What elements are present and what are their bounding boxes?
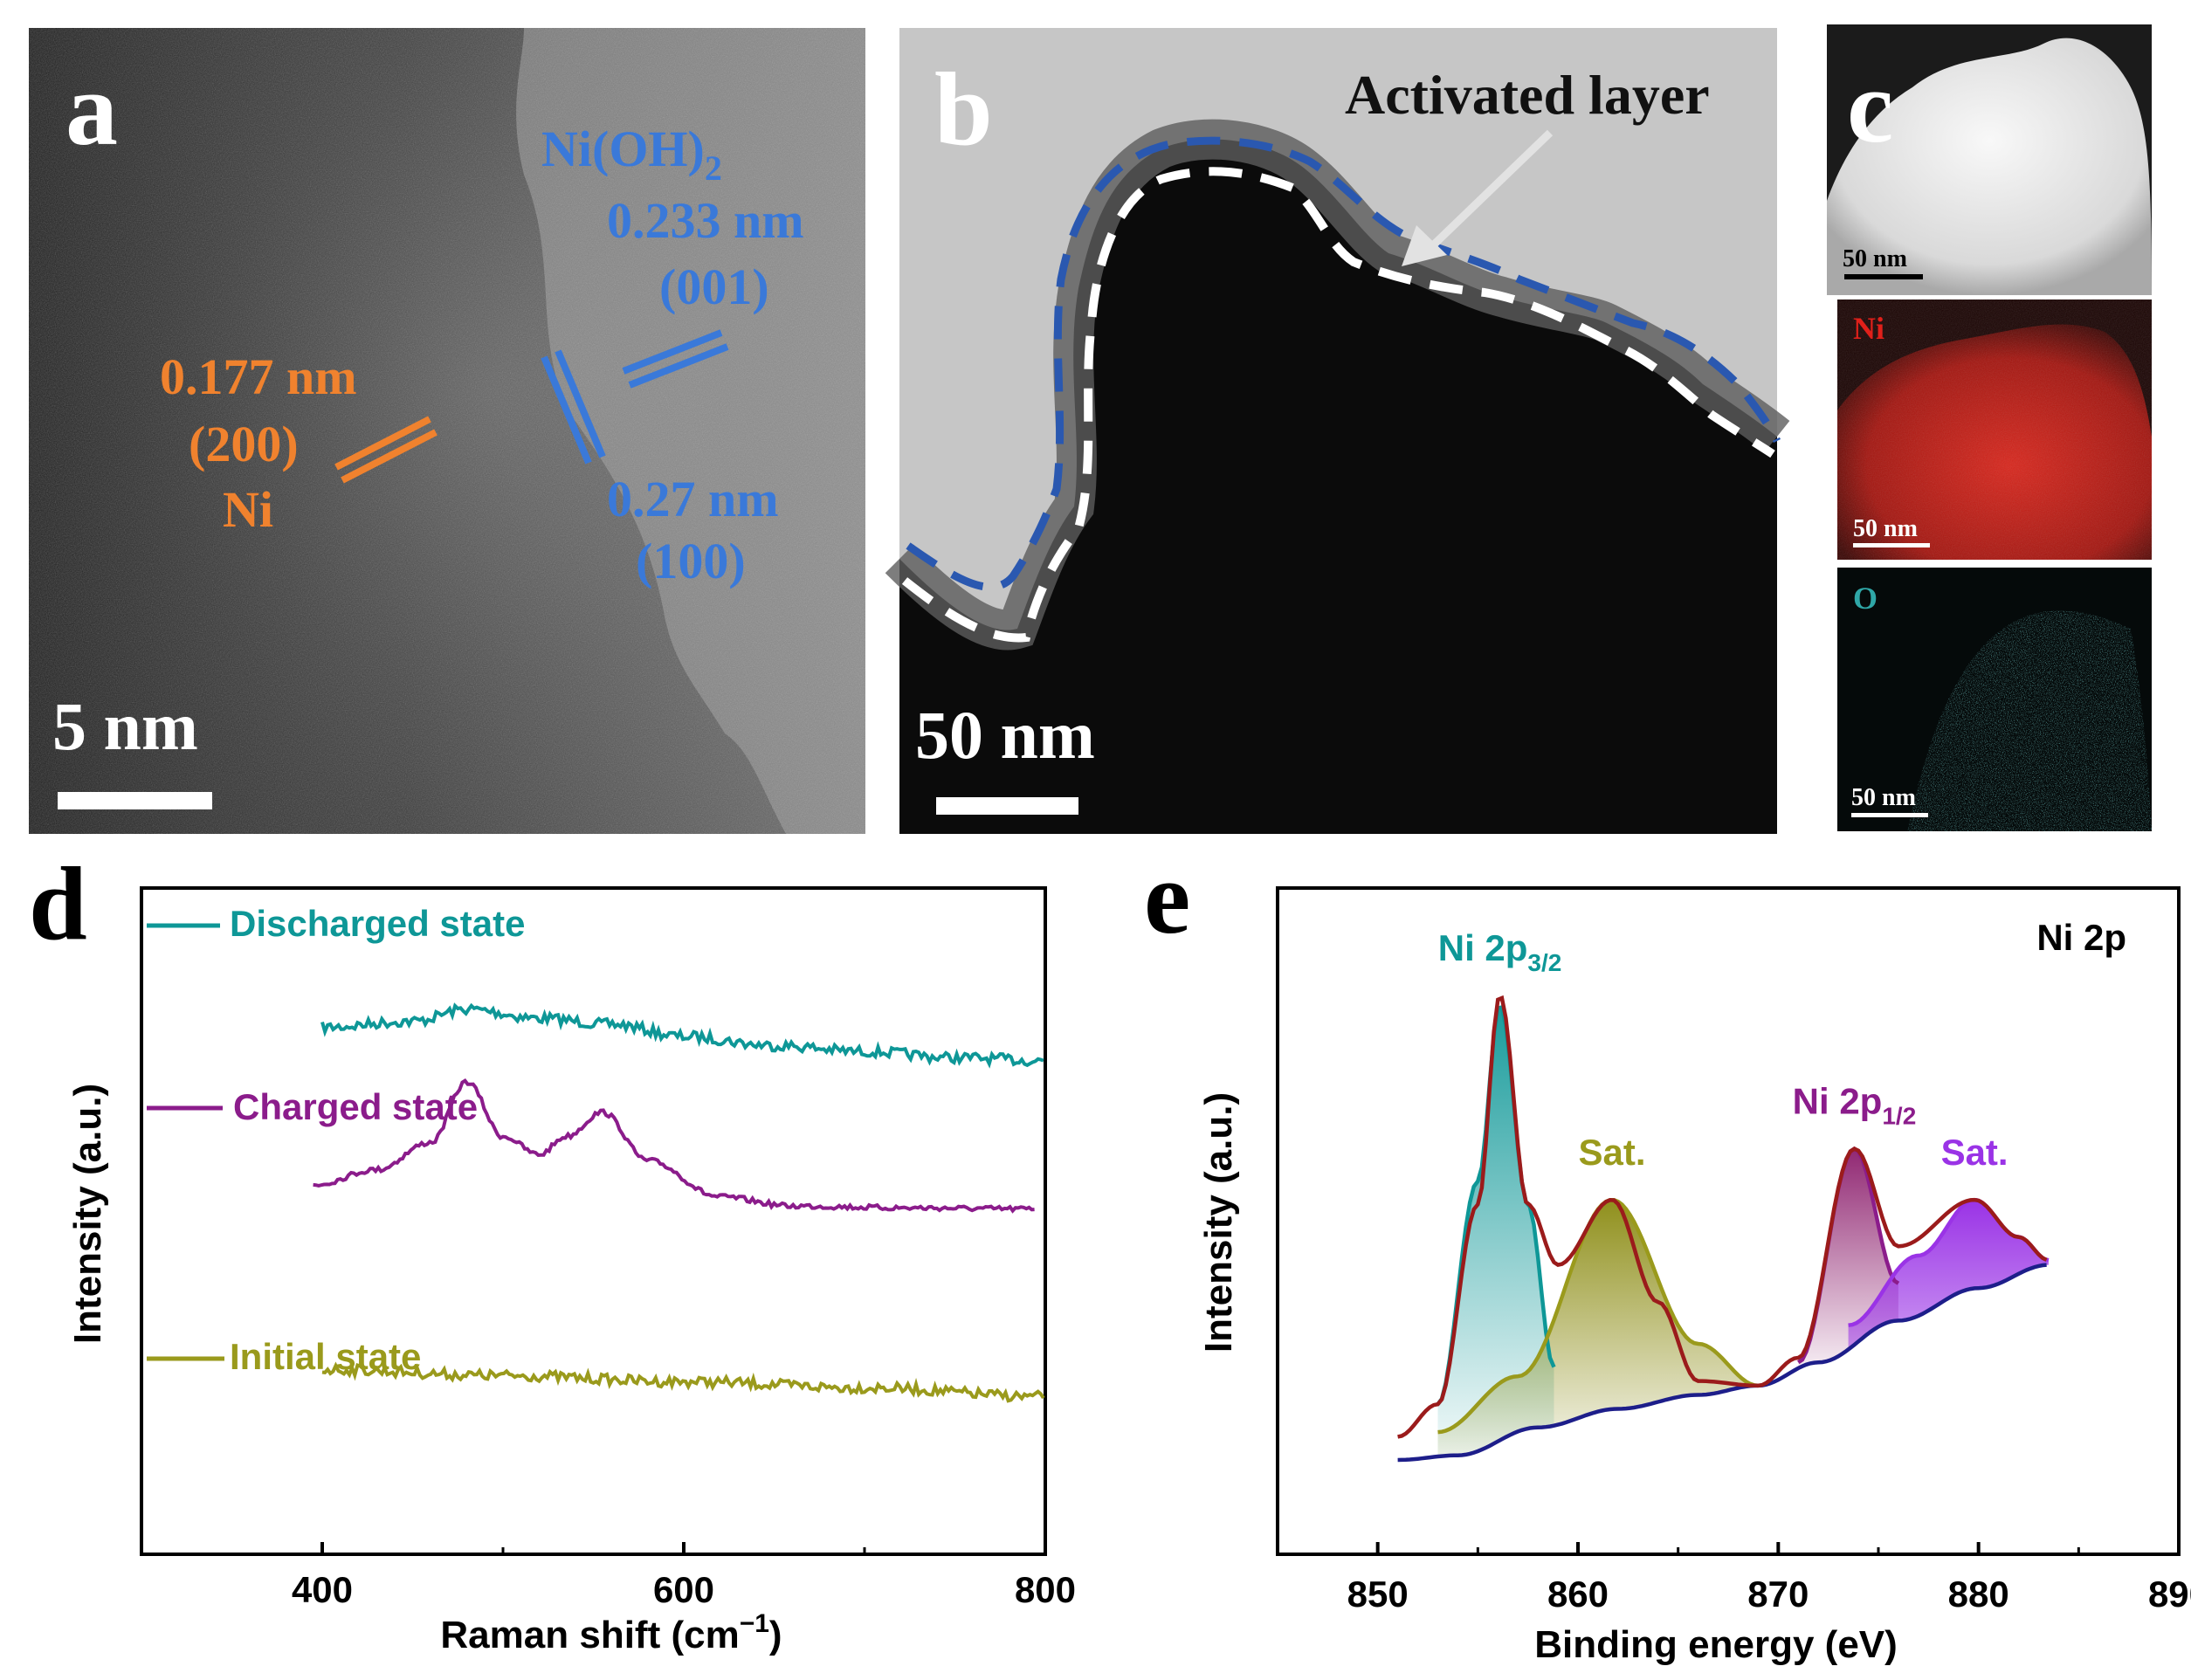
panel-c-label: c bbox=[1847, 48, 1893, 164]
svg-text:Discharged state: Discharged state bbox=[230, 903, 525, 944]
eds-map-o: O 50 nm bbox=[1837, 568, 2152, 831]
legend-discharged: Discharged state bbox=[147, 903, 525, 944]
xps-xtick-label: 860 bbox=[1547, 1573, 1609, 1615]
legend-initial: Initial state bbox=[147, 1336, 421, 1377]
xps-fill-sat2 bbox=[1848, 1200, 2049, 1350]
raman-xtick-label: 800 bbox=[1015, 1569, 1076, 1610]
eds-map-ni: Ni 50 nm bbox=[1837, 300, 2152, 560]
lattice-marker-100 bbox=[541, 349, 606, 465]
activated-layer-outer-boundary bbox=[906, 136, 1781, 591]
panel-a-scale-label: 5 nm bbox=[52, 688, 198, 764]
xps-plot-frame bbox=[1276, 886, 2181, 1556]
xps-fill-sat1 bbox=[1437, 1200, 1759, 1456]
ni-phase-label: Ni bbox=[223, 481, 273, 538]
legend-charged: Charged state bbox=[147, 1086, 478, 1127]
haadf-image: c 50 nm bbox=[1827, 24, 2152, 296]
panel-b: b Activated layer 50 nm bbox=[885, 28, 1790, 834]
xps-ylabel: Intensity (a.u.) bbox=[1197, 1092, 1240, 1353]
activated-layer-arrow bbox=[1402, 129, 1554, 266]
panel-e-label: e bbox=[1144, 839, 1190, 955]
xps-xlabel: Binding energy (eV) bbox=[1534, 1623, 1898, 1666]
xps-xtick-label: 870 bbox=[1747, 1573, 1809, 1615]
panel-b-scale-label: 50 nm bbox=[915, 697, 1095, 773]
raman-ylabel: Intensity (a.u.) bbox=[66, 1084, 109, 1344]
xps-line-envelope bbox=[1397, 995, 2048, 1439]
eds-o-scale-label: 50 nm bbox=[1851, 784, 1916, 811]
raman-xlabel: Raman shift (cm−1) bbox=[440, 1609, 782, 1656]
activated-layer-inner-boundary bbox=[901, 167, 1775, 643]
svg-text:Ni(OH)2: Ni(OH)2 bbox=[541, 120, 722, 188]
panel-d: d 400 600 800 Discharged state Charged sta… bbox=[29, 845, 1076, 1656]
eds-ni-scale-bar bbox=[1853, 543, 1930, 547]
haadf-scale-bar bbox=[1844, 274, 1923, 279]
raman-series-2 bbox=[313, 1078, 1035, 1214]
activated-layer-annotation: Activated layer bbox=[1345, 64, 1710, 126]
panel-b-scale-bar bbox=[936, 797, 1078, 815]
xps-peak-label: Ni 2p3/2 bbox=[1438, 927, 1562, 976]
lattice-marker-200 bbox=[334, 416, 438, 484]
raman-series-1 bbox=[320, 1002, 1044, 1069]
raman-series-3 bbox=[321, 1361, 1045, 1403]
svg-text:Initial state: Initial state bbox=[230, 1336, 421, 1377]
xps-xtick-label: 850 bbox=[1347, 1573, 1409, 1615]
eds-ni-label: Ni bbox=[1853, 311, 1884, 346]
plane-001: (001) bbox=[659, 258, 769, 315]
haadf-scale-label: 50 nm bbox=[1843, 245, 1907, 272]
xps-panel-title: Ni 2p bbox=[2036, 917, 2126, 958]
d-spacing-200: 0.177 nm bbox=[160, 348, 357, 405]
xps-xtick-label: 890 bbox=[2148, 1573, 2191, 1615]
eds-ni-scale-label: 50 nm bbox=[1853, 515, 1918, 542]
d-spacing-100: 0.27 nm bbox=[607, 471, 779, 527]
panel-c: c 50 nm Ni 50 nm O 50 nm bbox=[1827, 24, 2152, 831]
panel-a-label: a bbox=[65, 51, 118, 167]
raman-xtick-label: 600 bbox=[653, 1569, 714, 1610]
raman-plot-frame bbox=[140, 886, 1047, 1556]
eds-o-scale-bar bbox=[1851, 813, 1928, 817]
plane-100: (100) bbox=[636, 533, 746, 589]
panel-b-label: b bbox=[934, 51, 993, 167]
d-spacing-001: 0.233 nm bbox=[607, 192, 804, 249]
raman-xtick-label: 400 bbox=[292, 1569, 353, 1610]
panel-a-scale-bar bbox=[58, 792, 212, 809]
xps-peak-label: Sat. bbox=[1578, 1132, 1645, 1173]
xps-line-background bbox=[1397, 1263, 2047, 1463]
xps-peak-label: Ni 2p1/2 bbox=[1793, 1081, 1917, 1130]
panel-d-label: d bbox=[29, 845, 87, 961]
panel-a: a Ni(OH)2 0.233 nm (001) 0.27 nm (100) 0… bbox=[29, 28, 865, 834]
xps-xtick-label: 880 bbox=[1948, 1573, 2009, 1615]
panel-e: e 850 860 870 880 890 Ni 2p3/2 Sat. Ni 2p1/2 Sa… bbox=[1144, 839, 2191, 1666]
xps-peak-label: Sat. bbox=[1941, 1132, 2008, 1173]
svg-text:Charged state: Charged state bbox=[233, 1086, 478, 1127]
lattice-marker-001 bbox=[622, 329, 729, 389]
ni-oh2-label: Ni(OH)2 bbox=[541, 120, 722, 188]
plane-200: (200) bbox=[189, 416, 299, 472]
eds-o-label: O bbox=[1853, 581, 1878, 616]
panel-a-grain bbox=[29, 28, 865, 834]
xps-fill-ni2p32 bbox=[1437, 1007, 1554, 1456]
